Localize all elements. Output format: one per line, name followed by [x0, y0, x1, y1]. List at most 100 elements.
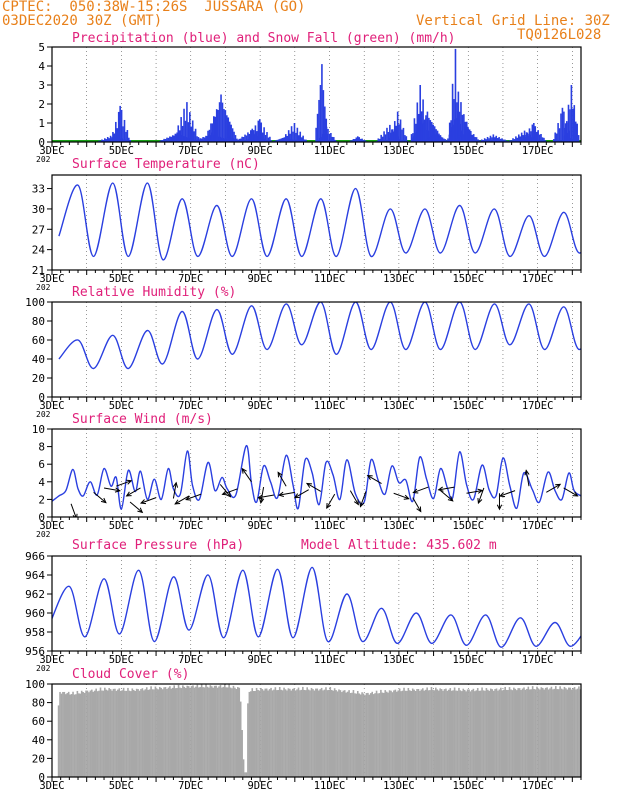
precip-bar [505, 140, 508, 142]
cloud-bar [73, 694, 76, 777]
cloud-bar [456, 690, 459, 777]
precip-bar [431, 135, 434, 142]
cloud-bar [80, 690, 83, 777]
cloud-bar [171, 687, 174, 777]
precip-bar [219, 140, 221, 142]
precip-bar [448, 122, 451, 142]
precip-bar [509, 140, 511, 142]
precip-bar [223, 138, 226, 142]
precip-bar [318, 99, 320, 142]
cloud-bar [504, 686, 506, 777]
precip-xtick-label: 17DEC [522, 145, 554, 157]
precip-bar [423, 119, 426, 142]
precip-bar [270, 140, 273, 142]
precip-bar [225, 138, 227, 142]
precip-bar [169, 136, 171, 142]
precip-bar [186, 102, 188, 142]
wind-xtick-label: 15DEC [452, 520, 484, 532]
temperature-title: Surface Temperature (nC) [72, 157, 260, 172]
cloud-bar [300, 689, 303, 777]
precip-xtick-label: 15DEC [452, 145, 484, 157]
wind-arrow [367, 475, 382, 484]
cloud-bar [147, 689, 149, 777]
cloud-bar [210, 686, 213, 777]
cloud-bar [368, 694, 371, 777]
cloud-bar [309, 690, 311, 777]
cloud-bar [59, 691, 61, 777]
cloud-xtick-label: 11DEC [314, 780, 346, 792]
precip-bar [117, 111, 120, 142]
cloud-bar [187, 686, 190, 777]
precip-ytick-label: 4 [38, 60, 45, 73]
wind-arrow [116, 480, 132, 487]
pressure-line [52, 566, 581, 648]
temperature-line [58, 182, 581, 261]
pressure-xtick-label: 11DEC [314, 654, 346, 666]
cloud-bar [219, 685, 222, 777]
precip-bar [213, 116, 215, 142]
cloud-bar [539, 689, 541, 777]
cloud-bar [307, 689, 310, 777]
precip-bar [250, 130, 252, 142]
precip-bar [221, 102, 224, 142]
cloud-bar [501, 690, 504, 777]
cloud-bar [378, 693, 381, 777]
precip-bar [422, 99, 424, 142]
precip-bar [279, 138, 281, 142]
pressure-ytick-label: 962 [25, 588, 45, 601]
wind-arrow [258, 494, 275, 499]
cloud-bar [505, 689, 508, 777]
cloud-bar [346, 691, 349, 777]
cloud-bar [99, 687, 102, 777]
cloud-bar [75, 694, 77, 777]
precip-bar [477, 139, 479, 142]
cloud-bar [339, 690, 342, 777]
precip-bar [110, 139, 113, 142]
cloud-bar [427, 690, 430, 777]
precip-bar [521, 139, 524, 142]
cloud-bar [83, 692, 86, 777]
precip-bar [231, 128, 234, 142]
cloud-bar [150, 686, 152, 777]
precip-bar [244, 134, 246, 142]
precip-bar [447, 138, 449, 142]
precip-bar [164, 138, 167, 142]
cloud-bar [437, 690, 440, 777]
precip-bar [260, 122, 263, 142]
precip-bar [519, 136, 522, 142]
precip-bar [523, 130, 526, 142]
precip-bar [570, 85, 573, 142]
precip-bar [488, 138, 490, 142]
cloud-bar [128, 690, 131, 777]
precip-bar [266, 132, 268, 142]
wind-arrow [174, 495, 190, 505]
precip-bar [250, 136, 252, 142]
precip-bar [166, 137, 168, 142]
wind-xtick-label: 5DEC [109, 520, 134, 532]
precip-bar [416, 102, 419, 142]
cloud-bar [520, 690, 522, 777]
wind-arrow [412, 497, 422, 512]
precip-bar [202, 137, 204, 142]
cloud-bar [547, 689, 550, 777]
precip-bar [227, 117, 230, 142]
cloud-bar [406, 690, 408, 777]
precip-bar [102, 139, 105, 142]
cloud-bar [157, 689, 160, 777]
precip-bar [210, 123, 212, 142]
wind-arrow-head [447, 496, 454, 502]
precip-bar [475, 137, 478, 142]
cloud-bar [554, 686, 557, 777]
precip-bar [517, 134, 520, 142]
wind-arrow-head [185, 495, 192, 501]
precip-bar [524, 136, 526, 142]
header-code: TQ0126L028 [517, 27, 602, 43]
cloud-bar [117, 689, 119, 777]
cloud-bar [57, 705, 60, 777]
precip-bar [196, 136, 198, 142]
cloud-bar [144, 689, 147, 777]
wind-arrow-head [293, 493, 300, 499]
precip-bar [282, 138, 284, 142]
precip-bar [443, 138, 445, 142]
wind-data [52, 444, 581, 517]
